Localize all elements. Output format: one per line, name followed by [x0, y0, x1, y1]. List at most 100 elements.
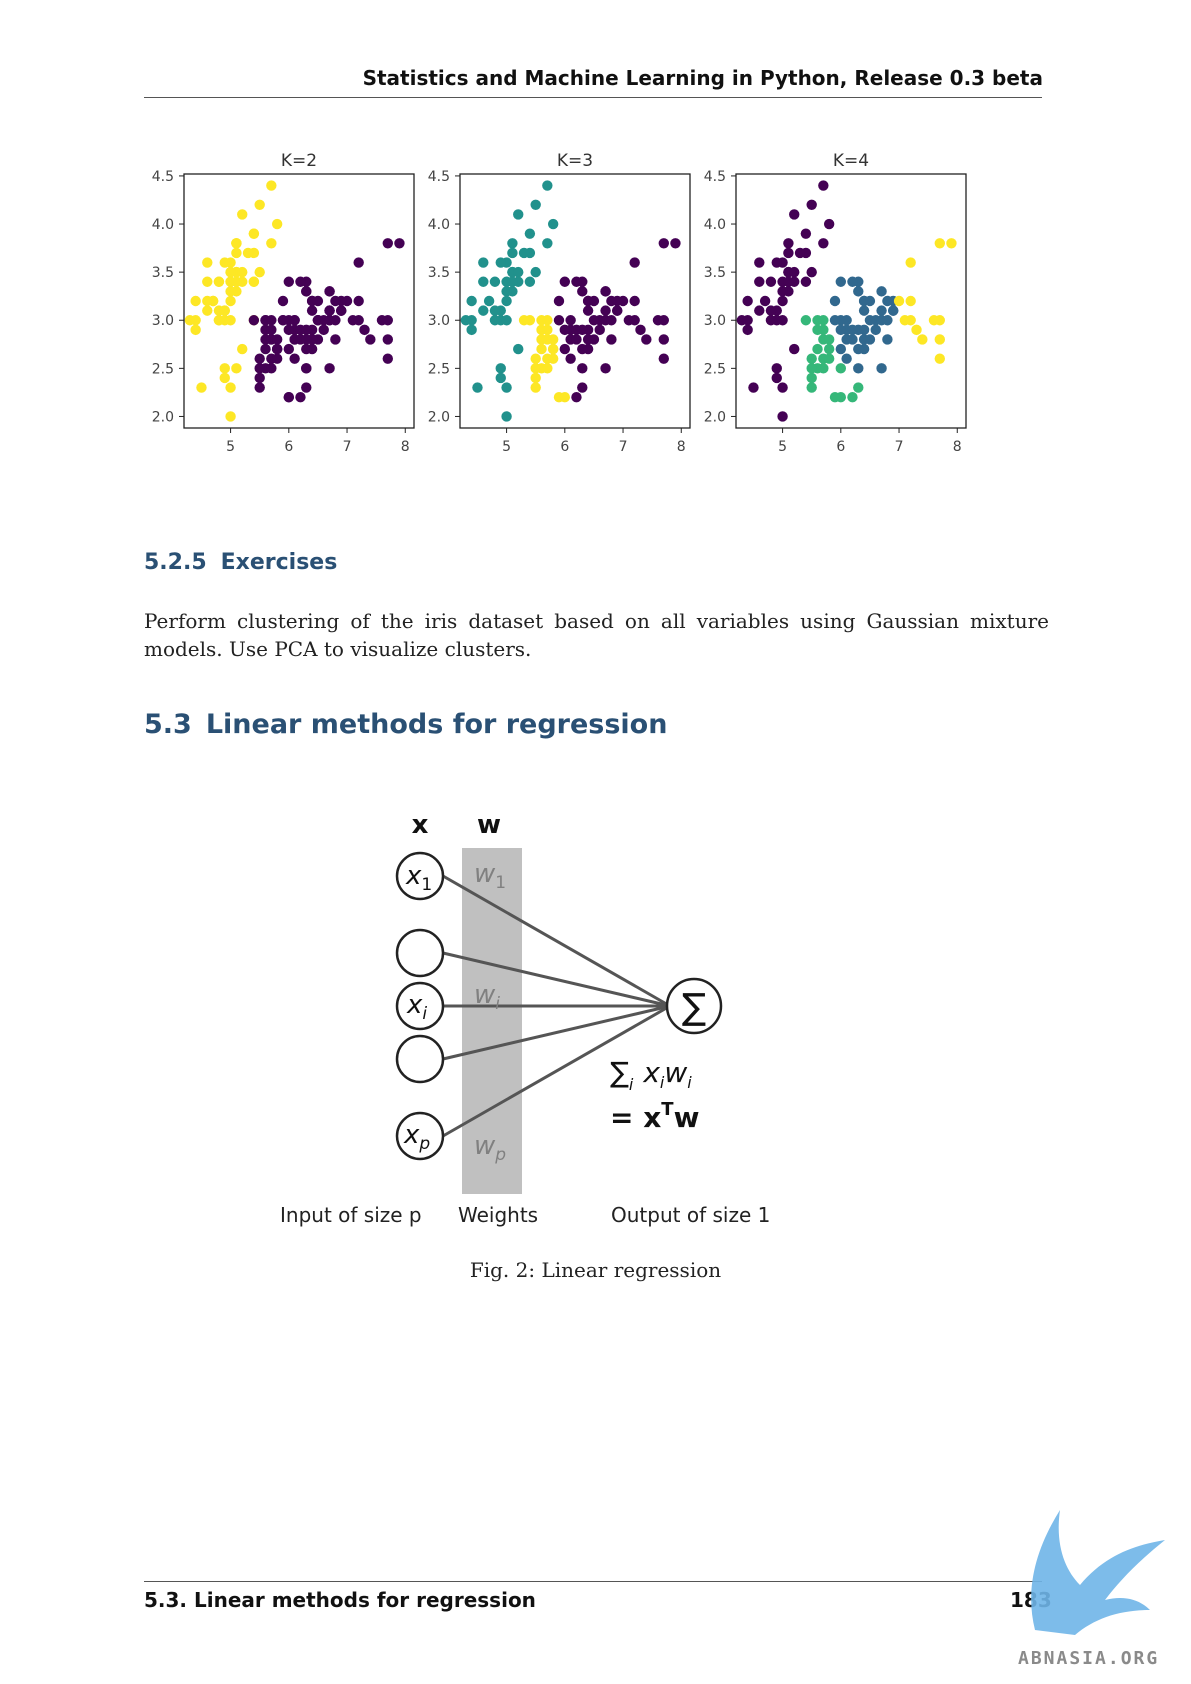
- formula-line-1: ∑i xiwi: [610, 1056, 692, 1094]
- input-label-x1: x1: [405, 861, 432, 895]
- footer-section: 5.3. Linear methods for regression: [144, 1588, 536, 1612]
- data-point: [202, 305, 213, 316]
- x-tick-label: 5: [778, 439, 787, 455]
- section-title: Linear methods for regression: [205, 709, 668, 740]
- data-point: [754, 276, 765, 287]
- data-point: [330, 295, 341, 307]
- connection-line: [442, 1004, 671, 1138]
- data-point: [542, 180, 553, 191]
- x-tick-label: 5: [226, 439, 235, 455]
- chart-title: K=2: [281, 151, 317, 171]
- x-tick-label: 8: [401, 439, 410, 455]
- data-point: [571, 334, 582, 345]
- data-point: [800, 276, 812, 287]
- data-point: [577, 286, 588, 297]
- data-point: [934, 334, 945, 345]
- data-point: [237, 266, 248, 278]
- x-tick-label: 8: [677, 439, 686, 455]
- data-point: [794, 247, 806, 259]
- data-point: [254, 363, 265, 374]
- section-heading-regression: 5.3 Linear methods for regression: [144, 709, 667, 740]
- data-point: [213, 276, 225, 287]
- data-point: [318, 324, 329, 336]
- data-point: [882, 295, 893, 307]
- data-point: [629, 315, 640, 326]
- data-point: [612, 305, 623, 316]
- data-point: [823, 218, 835, 230]
- data-point: [254, 199, 265, 210]
- data-point: [759, 295, 771, 307]
- data-point: [806, 266, 817, 278]
- footer-rule: [144, 1581, 1042, 1582]
- plot-frame: [735, 173, 967, 429]
- data-point: [478, 257, 489, 268]
- x-tick-label: 5: [502, 439, 511, 455]
- data-point: [190, 295, 201, 307]
- data-point: [823, 334, 835, 345]
- y-tick-label: 3.0: [428, 313, 450, 329]
- x-tick-label: 6: [560, 439, 569, 455]
- data-point: [542, 324, 553, 336]
- data-point: [777, 295, 788, 307]
- data-point: [864, 315, 876, 326]
- data-point: [324, 286, 335, 297]
- data-point: [818, 324, 829, 336]
- data-point: [483, 295, 495, 307]
- y-tick-label: 4.0: [152, 217, 174, 233]
- data-point: [905, 257, 916, 268]
- data-point: [853, 382, 864, 393]
- y-tick-label: 2.0: [152, 409, 174, 425]
- x-tick-label: 8: [953, 439, 962, 455]
- weight-label-wi: wi: [474, 980, 500, 1014]
- data-point: [271, 353, 283, 364]
- data-point: [858, 305, 870, 316]
- data-point: [295, 276, 306, 287]
- data-point: [283, 343, 295, 355]
- data-point: [829, 295, 841, 307]
- data-point: [507, 238, 518, 249]
- data-point: [248, 228, 260, 239]
- watermark-text: ABNASIA.ORG: [1018, 1648, 1160, 1669]
- w-vector-label: w: [477, 810, 501, 840]
- x-tick-label: 7: [895, 439, 904, 455]
- data-point: [853, 324, 864, 336]
- data-point: [777, 411, 788, 422]
- data-point: [777, 382, 788, 393]
- data-point: [670, 238, 681, 249]
- data-point: [283, 324, 295, 336]
- data-point: [277, 315, 289, 326]
- data-point: [472, 382, 483, 393]
- data-point: [812, 343, 823, 355]
- data-point: [513, 209, 524, 220]
- data-point: [225, 286, 236, 297]
- data-point: [911, 324, 922, 336]
- data-point: [501, 382, 512, 393]
- data-point: [577, 324, 588, 336]
- data-point: [382, 334, 393, 345]
- data-point: [260, 343, 271, 355]
- data-point: [818, 238, 829, 249]
- data-point: [658, 315, 669, 326]
- data-point: [225, 411, 236, 422]
- data-point: [254, 382, 265, 393]
- data-point: [658, 238, 669, 249]
- data-point: [196, 382, 207, 393]
- data-point: [225, 382, 236, 393]
- data-point: [606, 315, 617, 326]
- data-point: [501, 315, 512, 326]
- data-point: [553, 392, 565, 403]
- data-point: [577, 343, 588, 355]
- data-point: [806, 199, 817, 210]
- data-point: [266, 180, 277, 191]
- y-tick-label: 4.5: [704, 169, 726, 185]
- data-point: [542, 363, 553, 374]
- data-point: [853, 363, 864, 374]
- data-point: [301, 324, 312, 336]
- y-tick-label: 2.0: [428, 409, 450, 425]
- data-point: [800, 315, 812, 326]
- data-point: [917, 334, 928, 345]
- weight-label-w1: w1: [474, 859, 506, 893]
- plot-frame: [183, 173, 415, 429]
- data-point: [806, 363, 817, 374]
- data-point: [225, 295, 236, 307]
